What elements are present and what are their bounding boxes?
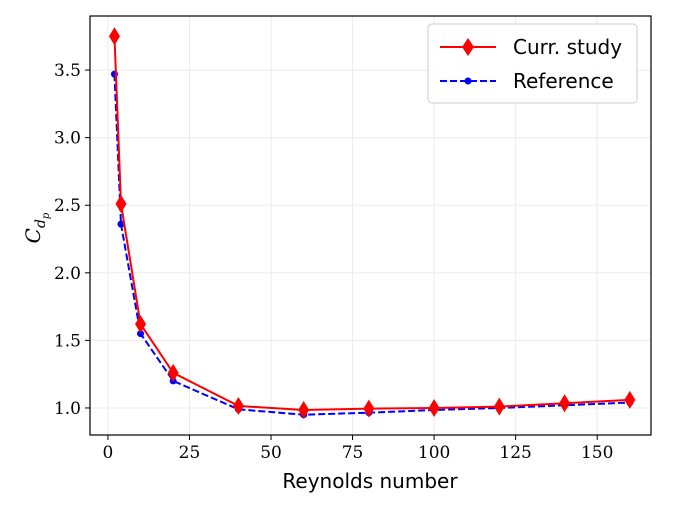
x-tick-label: 125 (499, 443, 531, 463)
data-point-diamond (135, 315, 147, 334)
series-layer (108, 27, 636, 419)
data-point-diamond (108, 27, 120, 46)
y-tick-label: 2.0 (54, 264, 81, 284)
axes-frame (89, 15, 652, 436)
legend-label: Reference (513, 69, 614, 93)
series-line-reference (113, 74, 630, 416)
data-point-diamond (167, 363, 179, 382)
data-point-diamond (559, 394, 571, 413)
data-point-diamond (493, 397, 505, 416)
x-tick-label: 75 (342, 443, 364, 463)
data-point-diamond (624, 390, 636, 409)
legend-item-reference: Reference (440, 69, 614, 93)
legend: Curr. study Reference (427, 23, 638, 104)
x-tick-label: 150 (581, 443, 613, 463)
y-tick-label: 1.5 (54, 331, 81, 351)
legend-label: Curr. study (513, 35, 622, 59)
x-axis-label: Reynolds number (282, 469, 458, 493)
data-point-circle (117, 220, 125, 228)
data-point-circle (137, 330, 145, 338)
x-tick-label: 50 (260, 443, 282, 463)
data-point-diamond (115, 194, 127, 213)
y-axis: 1.0 1.5 2.0 2.5 3.0 3.5 (54, 61, 90, 419)
x-axis: 0 25 50 75 100 125 150 (103, 435, 613, 463)
y-tick-label: 2.5 (54, 196, 81, 216)
data-point-diamond (428, 398, 440, 417)
legend-marker-diamond (462, 38, 474, 56)
y-axis-label: Cdp (21, 212, 52, 243)
x-tick-label: 100 (418, 443, 450, 463)
x-tick-label: 0 (103, 443, 114, 463)
data-point-diamond (363, 399, 375, 418)
data-point-diamond (298, 400, 310, 419)
y-tick-label: 1.0 (54, 399, 81, 419)
legend-marker-circle (464, 77, 472, 85)
data-point-diamond (232, 396, 244, 415)
legend-item-curr-study: Curr. study (440, 35, 622, 59)
y-tick-label: 3.5 (54, 61, 81, 81)
x-tick-label: 25 (179, 443, 201, 463)
y-tick-label: 3.0 (54, 129, 81, 149)
